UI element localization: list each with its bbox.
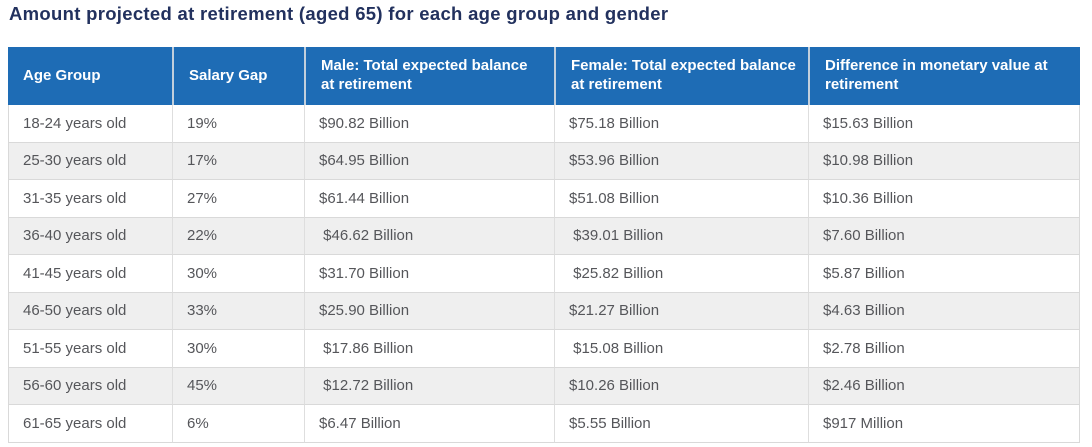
table-cell: $17.86 Billion <box>304 330 554 368</box>
table-cell: $53.96 Billion <box>554 142 808 180</box>
column-header-difference: Difference in monetary value at retireme… <box>808 47 1080 105</box>
table-cell: 18-24 years old <box>8 105 172 143</box>
table-cell: $2.46 Billion <box>808 367 1080 405</box>
table-cell: $31.70 Billion <box>304 255 554 293</box>
table-cell: $10.98 Billion <box>808 142 1080 180</box>
table-cell: 19% <box>172 105 304 143</box>
table-cell: $6.47 Billion <box>304 405 554 443</box>
table-cell: $7.60 Billion <box>808 217 1080 255</box>
table-cell: $75.18 Billion <box>554 105 808 143</box>
table-cell: 33% <box>172 292 304 330</box>
table-cell: 61-65 years old <box>8 405 172 443</box>
table-cell: 30% <box>172 255 304 293</box>
table-cell: $21.27 Billion <box>554 292 808 330</box>
table-cell: 36-40 years old <box>8 217 172 255</box>
table-cell: $917 Million <box>808 405 1080 443</box>
table-cell: $5.87 Billion <box>808 255 1080 293</box>
table-cell: 45% <box>172 367 304 405</box>
column-header-female-balance: Female: Total expected balance at retire… <box>554 47 808 105</box>
table-cell: 51-55 years old <box>8 330 172 368</box>
table-cell: 6% <box>172 405 304 443</box>
table-cell: $25.82 Billion <box>554 255 808 293</box>
table-row: 56-60 years old 45% $12.72 Billion $10.26 … <box>8 367 1080 405</box>
page-title: Amount projected at retirement (aged 65)… <box>9 3 669 24</box>
retirement-projection-table: Age Group Salary Gap Male: Total expecte… <box>8 47 1080 443</box>
table-header: Age Group Salary Gap Male: Total expecte… <box>8 47 1080 105</box>
table-cell: 41-45 years old <box>8 255 172 293</box>
table-cell: $51.08 Billion <box>554 180 808 218</box>
column-header-salary-gap: Salary Gap <box>172 47 304 105</box>
table-row: 61-65 years old 6% $6.47 Billion $5.55 Bill… <box>8 405 1080 443</box>
table-row: 46-50 years old 33% $25.90 Billion $21.27 B… <box>8 292 1080 330</box>
table-row: 41-45 years old 30% $31.70 Billion $25.82 … <box>8 255 1080 293</box>
table-cell: 46-50 years old <box>8 292 172 330</box>
table-cell: 27% <box>172 180 304 218</box>
table-cell: 56-60 years old <box>8 367 172 405</box>
table-cell: $64.95 Billion <box>304 142 554 180</box>
table-row: 51-55 years old 30% $17.86 Billion $15.08… <box>8 330 1080 368</box>
table-cell: $12.72 Billion <box>304 367 554 405</box>
table-cell: $5.55 Billion <box>554 405 808 443</box>
table-cell: 25-30 years old <box>8 142 172 180</box>
table-cell: $15.63 Billion <box>808 105 1080 143</box>
column-header-male-balance: Male: Total expected balance at retireme… <box>304 47 554 105</box>
table-cell: $10.36 Billion <box>808 180 1080 218</box>
table-row: 36-40 years old 22% $46.62 Billion $39.01… <box>8 217 1080 255</box>
table-cell: $10.26 Billion <box>554 367 808 405</box>
table-cell: $90.82 Billion <box>304 105 554 143</box>
header-row: Age Group Salary Gap Male: Total expecte… <box>8 47 1080 105</box>
table-cell: $25.90 Billion <box>304 292 554 330</box>
table-cell: $2.78 Billion <box>808 330 1080 368</box>
table-cell: 31-35 years old <box>8 180 172 218</box>
table-row: 18-24 years old 19% $90.82 Billion $75.18 B… <box>8 105 1080 143</box>
table-cell: $46.62 Billion <box>304 217 554 255</box>
table-cell: 30% <box>172 330 304 368</box>
table-cell: $61.44 Billion <box>304 180 554 218</box>
table-cell: $15.08 Billion <box>554 330 808 368</box>
table-cell: 22% <box>172 217 304 255</box>
table-row: 31-35 years old 27% $61.44 Billion $51.08 B… <box>8 180 1080 218</box>
table-body: 18-24 years old 19% $90.82 Billion $75.18 B… <box>8 105 1080 443</box>
table-cell: 17% <box>172 142 304 180</box>
table-cell: $4.63 Billion <box>808 292 1080 330</box>
table-row: 25-30 years old 17% $64.95 Billion $53.96 B… <box>8 142 1080 180</box>
table-cell: $39.01 Billion <box>554 217 808 255</box>
column-header-age-group: Age Group <box>8 47 172 105</box>
